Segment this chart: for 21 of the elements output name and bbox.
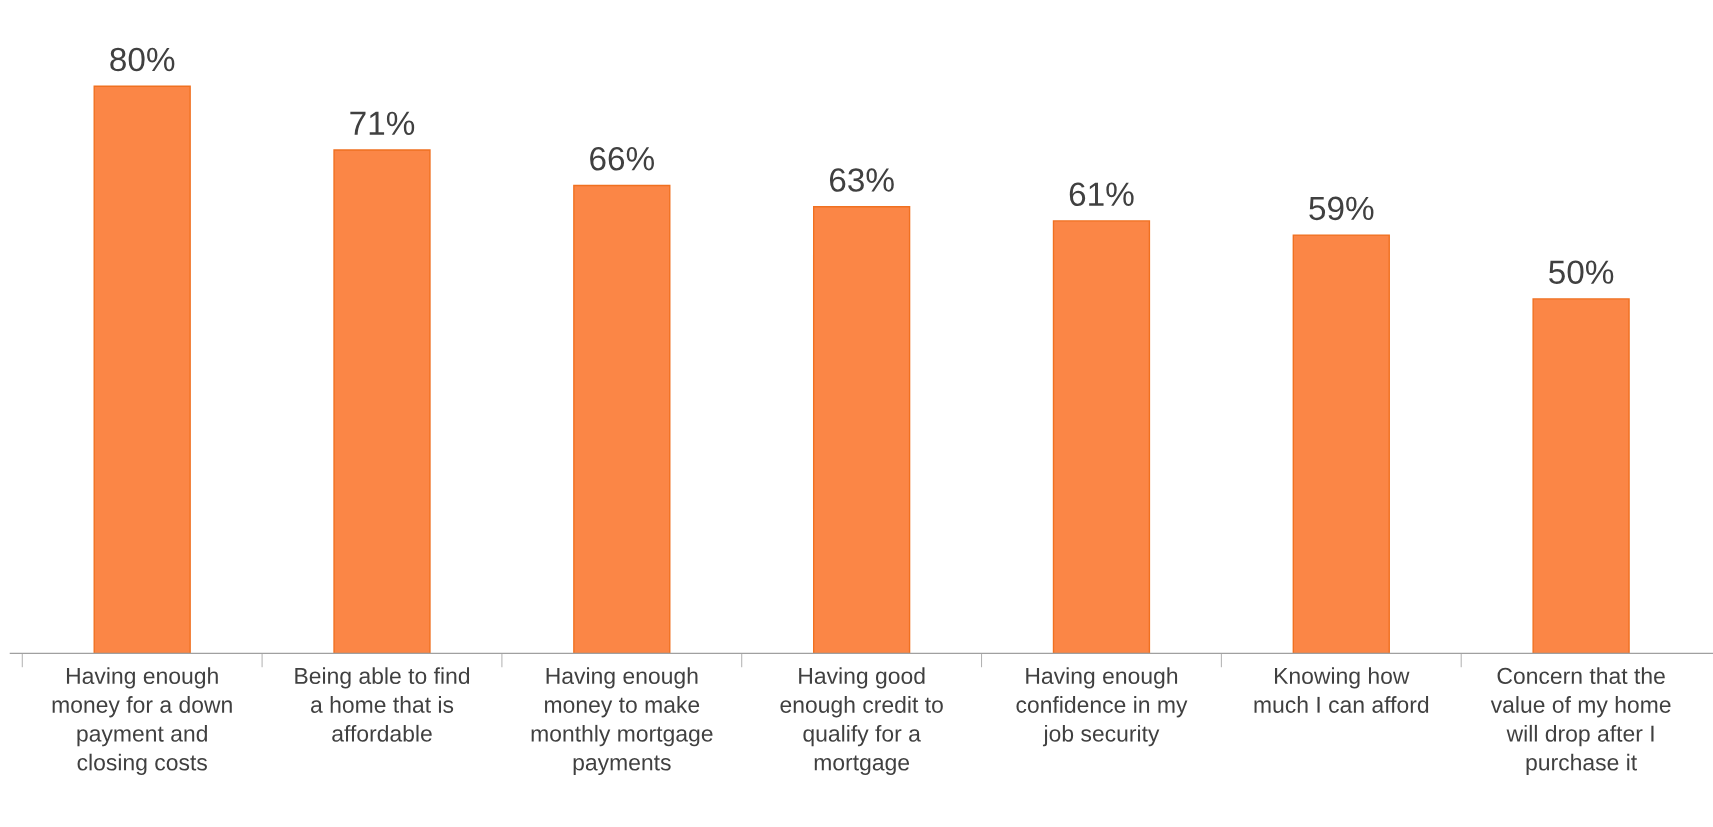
x-tick-label: Having enough money for a down payment and closing costs <box>52 667 232 776</box>
bar <box>1292 234 1390 654</box>
x-tick-label: Being able to find a home that is affordable <box>295 667 470 742</box>
bar <box>1052 220 1151 654</box>
x-tick-label: Having enough confidence in my job security <box>1016 667 1188 747</box>
data-label: 71% <box>350 111 415 135</box>
x-tick-label: Having good enough credit to qualify for a mortgage <box>780 667 943 776</box>
bar <box>573 184 671 654</box>
data-label: 59% <box>1309 196 1374 221</box>
data-label: 50% <box>1549 260 1614 284</box>
x-tick-label: Knowing how much I can afford <box>1254 667 1429 713</box>
bar <box>1532 298 1630 654</box>
bar <box>333 149 431 654</box>
data-label: 63% <box>829 168 894 192</box>
bar <box>812 206 911 654</box>
x-tick-label: Having enough money to make monthly mortgage payments <box>531 667 713 776</box>
data-label: 61% <box>1069 182 1134 207</box>
bar <box>93 85 191 654</box>
x-tick-label: Concern that the value of my home will drop after I purchase it <box>1490 667 1671 776</box>
data-label: 80% <box>110 47 175 72</box>
data-label: 66% <box>590 146 654 171</box>
